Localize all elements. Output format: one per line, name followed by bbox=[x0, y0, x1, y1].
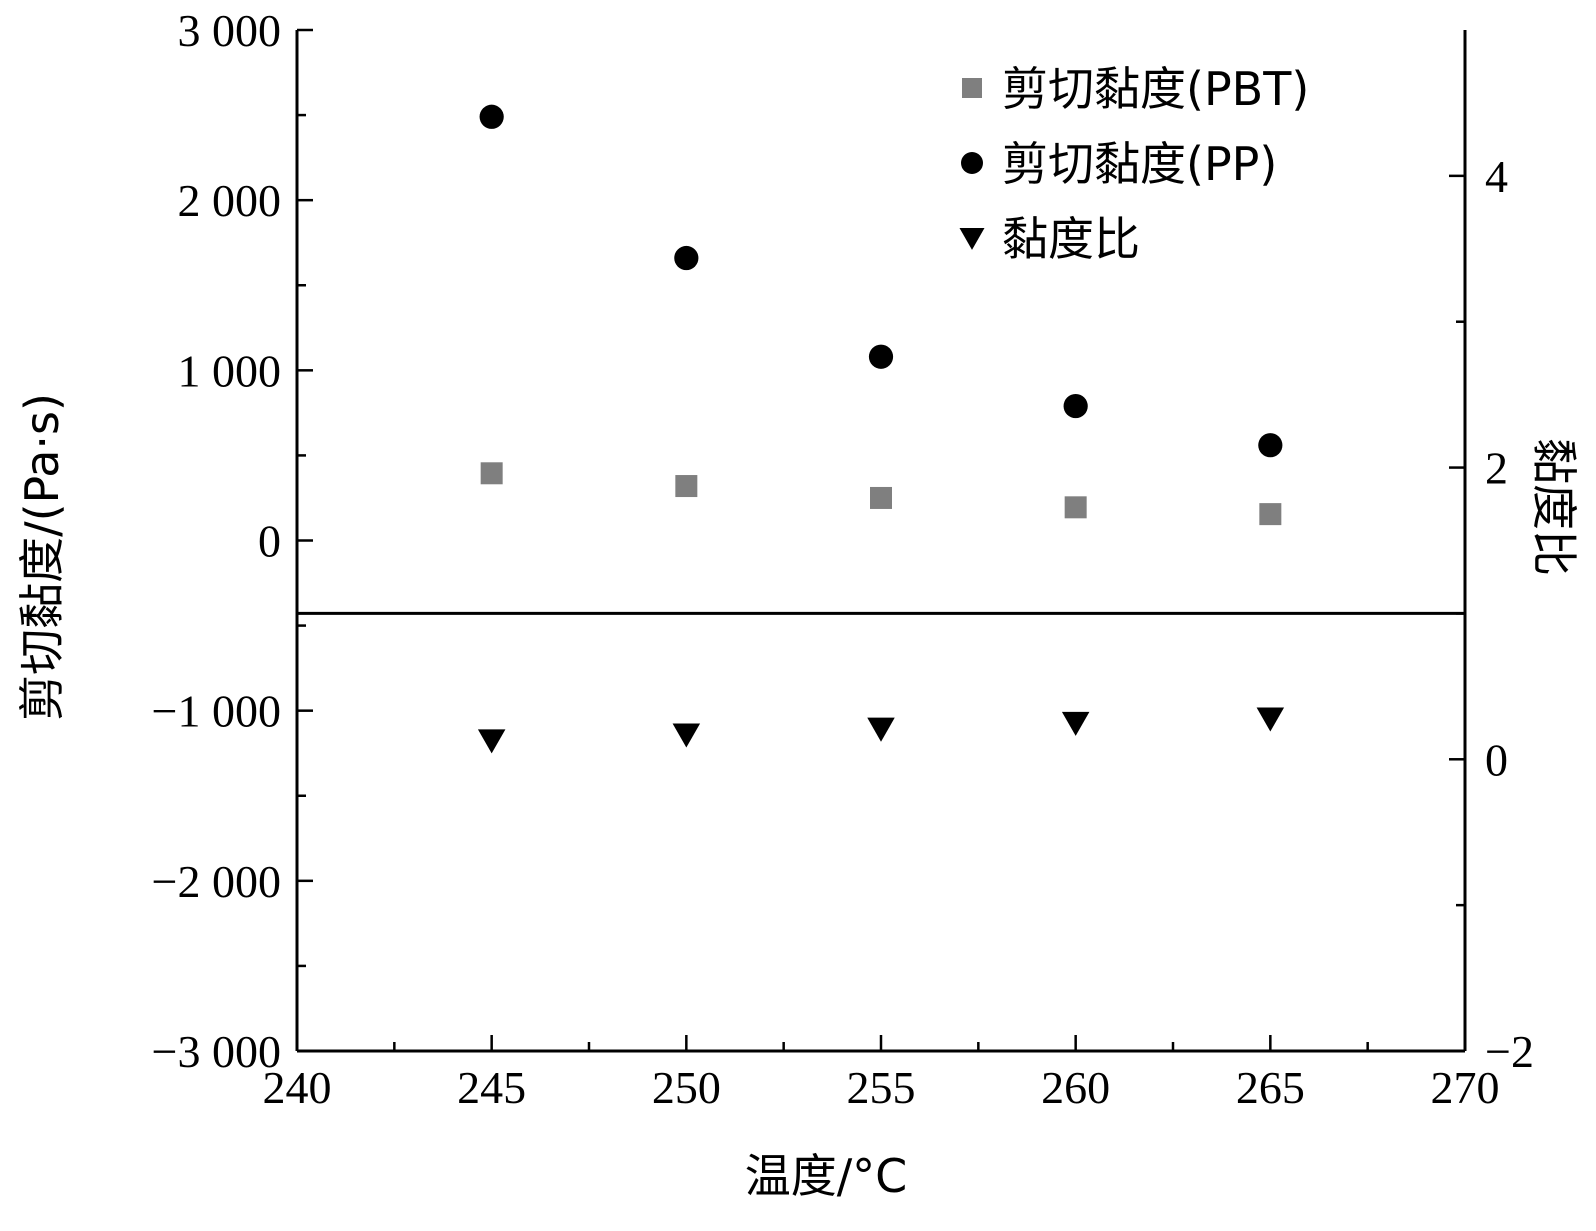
legend-label: 剪切黏度(PP) bbox=[1002, 137, 1277, 191]
y-left-tick-label: 3 000 bbox=[178, 5, 282, 56]
legend-marker-square bbox=[962, 78, 982, 98]
legend: 剪切黏度(PBT) 剪切黏度(PP) 黏度比 bbox=[959, 62, 1309, 266]
x-tick-label: 260 bbox=[1041, 1062, 1110, 1113]
x-tick-label: 265 bbox=[1236, 1062, 1305, 1113]
legend-label: 黏度比 bbox=[1002, 212, 1140, 266]
data-point-triangle-down bbox=[672, 723, 701, 748]
data-point-circle bbox=[868, 344, 894, 369]
plot-frame bbox=[295, 30, 1467, 1053]
y-right-tick-label: 2 bbox=[1485, 443, 1508, 494]
data-point-circle bbox=[674, 245, 699, 271]
y-left-tick-label: 0 bbox=[258, 516, 281, 567]
legend-marker-triangle-down bbox=[959, 228, 985, 250]
y-right-tick-label: −2 bbox=[1485, 1026, 1534, 1077]
y-left-axis-title: 剪切黏度/(Pa·s) bbox=[15, 393, 69, 721]
data-point-square bbox=[480, 462, 503, 485]
data-point-square bbox=[1259, 503, 1282, 526]
series-1 bbox=[479, 104, 1283, 458]
series-0 bbox=[480, 462, 1282, 526]
x-tick-label: 270 bbox=[1431, 1062, 1500, 1113]
data-points bbox=[477, 104, 1285, 754]
y-left-tick-label: −3 000 bbox=[152, 1026, 281, 1077]
y-right-axis-title: 黏度比 bbox=[1527, 438, 1581, 576]
data-point-square bbox=[1064, 496, 1087, 519]
series-2 bbox=[477, 707, 1285, 754]
x-tick-label: 245 bbox=[457, 1062, 526, 1113]
y-left-tick-label: 2 000 bbox=[178, 175, 282, 226]
data-point-square bbox=[675, 475, 698, 498]
legend-label: 剪切黏度(PBT) bbox=[1002, 62, 1309, 116]
y-left-tick-label: 1 000 bbox=[178, 345, 282, 396]
x-tick-label: 255 bbox=[847, 1062, 916, 1113]
legend-marker-circle bbox=[961, 152, 983, 174]
y-right-tick-label: 4 bbox=[1485, 151, 1508, 202]
data-point-triangle-down bbox=[1061, 711, 1090, 736]
x-tick-label: 250 bbox=[652, 1062, 721, 1113]
x-tick-label: 240 bbox=[263, 1062, 332, 1113]
data-point-triangle-down bbox=[1256, 707, 1285, 732]
y-left-tick-label: −2 000 bbox=[152, 856, 281, 907]
data-point-square bbox=[870, 486, 892, 509]
data-point-triangle-down bbox=[477, 729, 506, 754]
x-axis-title: 温度/°C bbox=[745, 1149, 908, 1203]
y-right-tick-label: 0 bbox=[1485, 734, 1508, 785]
data-point-circle bbox=[1063, 393, 1088, 419]
data-point-circle bbox=[479, 104, 504, 129]
data-point-triangle-down bbox=[867, 717, 895, 742]
data-point-circle bbox=[1258, 433, 1283, 458]
y-left-tick-label: −1 000 bbox=[152, 686, 281, 737]
